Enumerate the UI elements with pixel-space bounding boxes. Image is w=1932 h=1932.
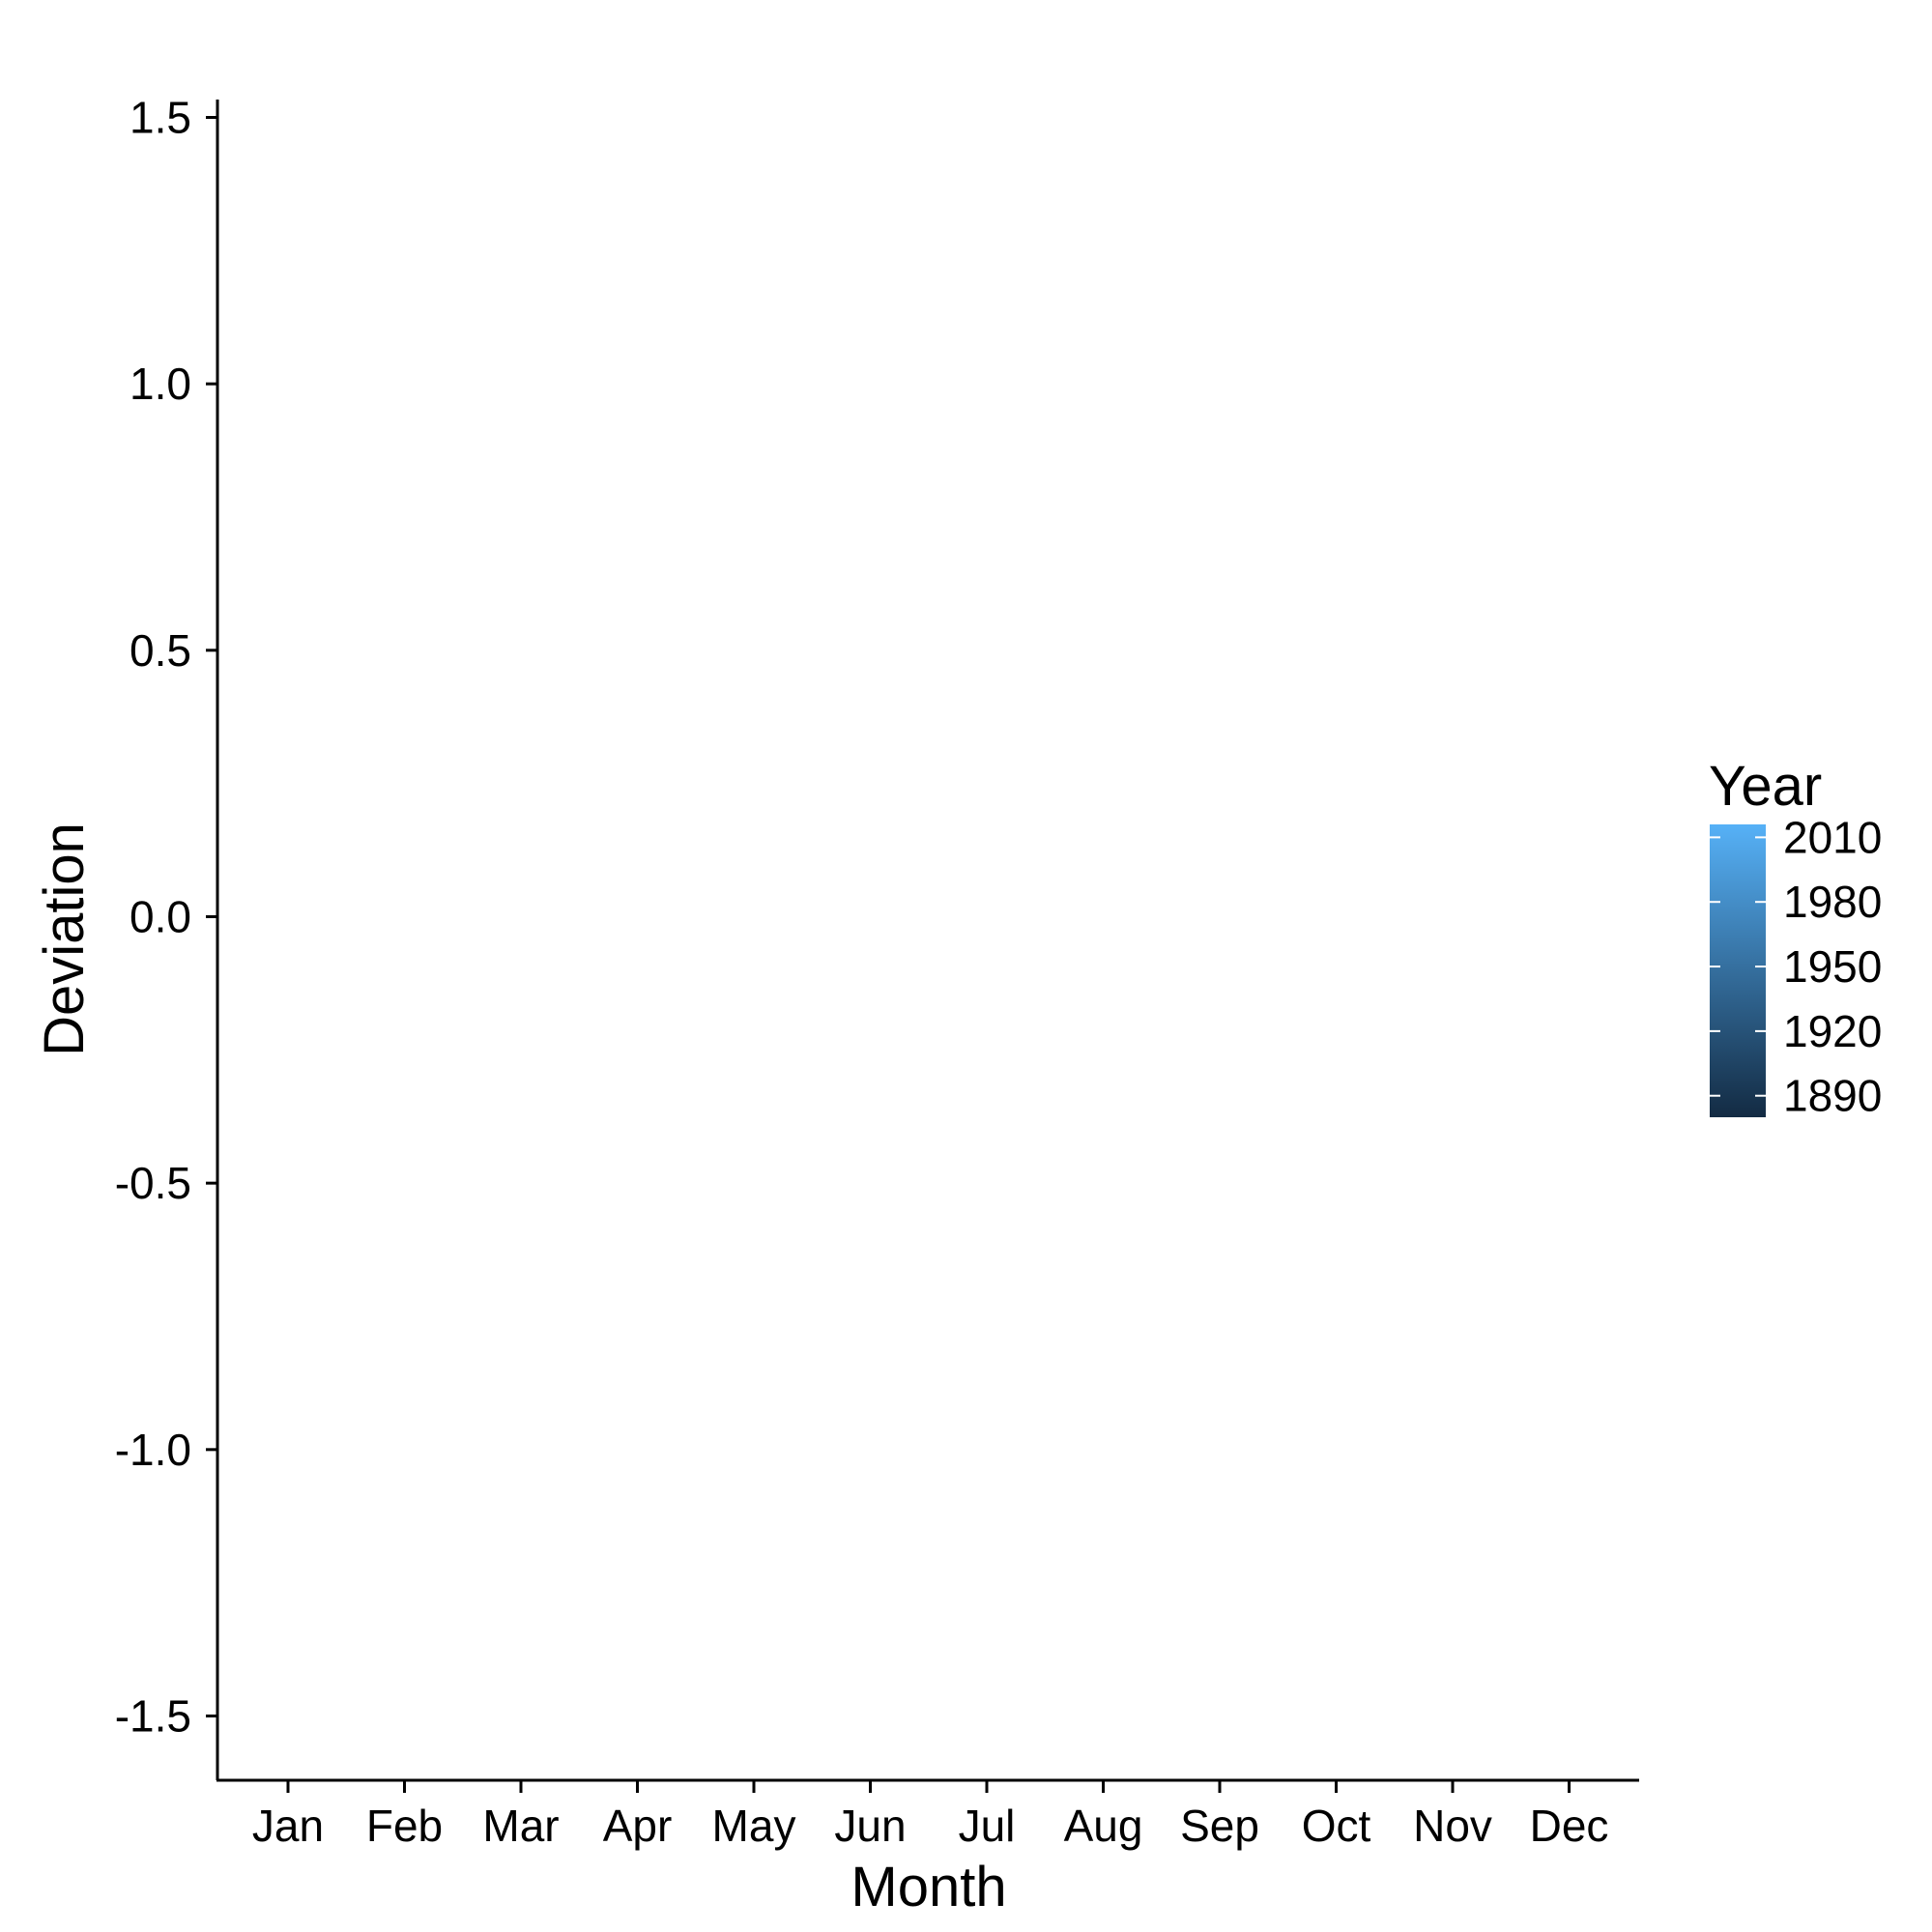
y-tick-label: -0.5 [115, 1158, 191, 1208]
legend: Year 2010 1980 1950 1920 1890 [1709, 755, 1882, 1121]
legend-ticks: 2010 1980 1950 1920 1890 [1710, 812, 1882, 1121]
x-tick-label: Dec [1530, 1801, 1609, 1851]
x-tick-label: Nov [1413, 1801, 1492, 1851]
x-axis-title: Month [851, 1856, 1006, 1918]
x-tick-label: Jan [252, 1801, 324, 1851]
x-tick-label: May [712, 1801, 796, 1851]
x-axis-ticks: Jan Feb Mar Apr May Jun Jul Aug Sep Oct Nov Dec [252, 1780, 1608, 1851]
x-tick-label: Apr [603, 1801, 673, 1851]
y-tick-label: 0.0 [130, 892, 191, 942]
x-tick-label: Feb [366, 1801, 443, 1851]
x-tick-label: Jul [959, 1801, 1016, 1851]
legend-label: 1950 [1783, 941, 1882, 992]
x-tick-label: Mar [482, 1801, 559, 1851]
x-tick-label: Oct [1302, 1801, 1371, 1851]
legend-label: 1980 [1783, 877, 1882, 927]
x-tick-label: Jun [834, 1801, 906, 1851]
y-tick-label: -1.0 [115, 1425, 191, 1475]
y-tick-label: 0.5 [130, 625, 191, 676]
y-tick-label: -1.5 [115, 1691, 191, 1742]
y-tick-label: 1.0 [130, 359, 191, 409]
legend-label: 2010 [1783, 812, 1882, 862]
legend-label: 1920 [1783, 1006, 1882, 1056]
y-axis-title: Deviation [33, 822, 96, 1056]
legend-title: Year [1709, 755, 1822, 818]
y-tick-label: 1.5 [130, 93, 191, 143]
y-axis-ticks: -1.5 -1.0 -0.5 0.0 0.5 1.0 1.5 [115, 93, 217, 1742]
legend-colorbar [1710, 824, 1766, 1117]
x-tick-label: Sep [1180, 1801, 1259, 1851]
legend-label: 1890 [1783, 1071, 1882, 1121]
x-tick-label: Aug [1064, 1801, 1143, 1851]
